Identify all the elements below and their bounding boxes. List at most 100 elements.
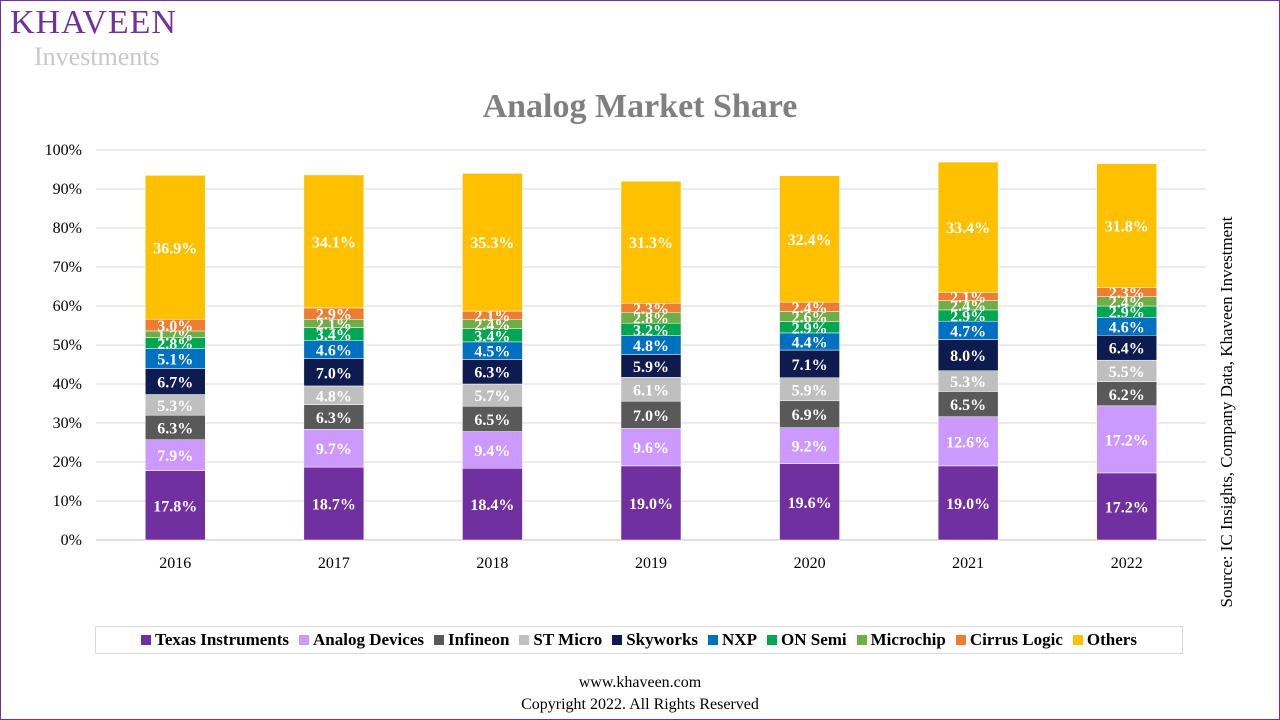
data-label: 2.8% <box>157 336 193 353</box>
legend-label: ST Micro <box>533 630 603 649</box>
data-label: 6.2% <box>1109 387 1145 404</box>
data-label: 2.3% <box>633 301 669 318</box>
bar-segment <box>937 465 999 541</box>
data-label: 4.8% <box>633 338 669 355</box>
bar-segment <box>462 405 523 432</box>
legend-item: Others <box>1072 630 1137 650</box>
data-label: 3.4% <box>474 328 510 345</box>
data-label: 2.4% <box>1109 294 1145 311</box>
legend-swatch <box>766 635 777 645</box>
bar-segment <box>620 400 682 429</box>
data-label: 2.8% <box>633 311 669 328</box>
data-label: 5.7% <box>474 388 510 405</box>
legend-label: Others <box>1086 630 1137 649</box>
legend-label: NXP <box>722 630 757 649</box>
data-label: 4.8% <box>316 388 352 405</box>
data-label: 31.3% <box>629 235 673 252</box>
bar-segment <box>779 400 840 428</box>
legend-swatch <box>434 635 444 645</box>
x-tick-label: 2018 <box>476 555 508 572</box>
bar-segment <box>145 175 206 320</box>
data-label: 1.7% <box>157 327 193 344</box>
bar-segment <box>620 465 682 541</box>
bar-segment <box>937 161 999 293</box>
data-label: 6.3% <box>157 420 193 437</box>
legend-label: Analog Devices <box>313 630 424 649</box>
data-label: 2.9% <box>1109 305 1145 322</box>
data-label: 19.0% <box>629 496 673 513</box>
data-label: 33.4% <box>946 220 990 237</box>
data-label: 6.4% <box>1109 341 1145 358</box>
legend-label: Texas Instruments <box>155 630 290 649</box>
legend-swatch <box>612 635 623 645</box>
data-label: 2.1% <box>950 289 986 306</box>
data-label: 19.6% <box>788 495 832 512</box>
bar-segment <box>303 174 365 309</box>
data-label: 9.2% <box>792 439 828 456</box>
y-tick-label: 40% <box>53 376 82 393</box>
data-label: 2.4% <box>474 317 510 334</box>
data-label: 8.0% <box>950 348 986 365</box>
data-label: 32.4% <box>788 232 832 249</box>
x-tick-label: 2016 <box>159 555 191 572</box>
data-label: 7.9% <box>157 448 193 465</box>
data-label: 3.4% <box>316 327 352 344</box>
data-label: 9.4% <box>474 443 510 460</box>
bar-segment <box>779 463 840 541</box>
bar-segment <box>303 428 365 468</box>
y-tick-label: 70% <box>53 259 82 276</box>
data-label: 2.1% <box>474 308 510 325</box>
legend-item: Microchip <box>856 630 946 650</box>
data-label: 36.9% <box>153 240 197 257</box>
data-label: 17.8% <box>153 498 197 515</box>
data-label: 4.6% <box>316 343 352 360</box>
x-tick-label: 2021 <box>952 555 984 572</box>
data-label: 4.5% <box>474 344 510 361</box>
logo-title: KHAVEEN <box>10 4 177 41</box>
legend-swatch <box>519 635 530 645</box>
data-label: 4.4% <box>792 334 828 351</box>
legend-item: ST Micro <box>519 630 602 650</box>
y-tick-label: 20% <box>53 454 82 471</box>
data-label: 7.1% <box>792 357 828 374</box>
source-note: Source: IC Insights, Company Data, Khave… <box>1217 216 1236 608</box>
data-label: 2.1% <box>316 316 352 333</box>
legend-item: Infineon <box>434 630 509 650</box>
legend-item: ON Semi <box>766 630 847 650</box>
bar-segment <box>145 368 206 395</box>
legend-label: Infineon <box>448 630 510 649</box>
data-label: 6.3% <box>474 365 510 382</box>
legend-item: Cirrus Logic <box>955 630 1063 650</box>
chart-title: Analog Market Share <box>482 88 798 125</box>
footer-url: www.khaveen.com <box>578 674 702 691</box>
bar-segment <box>937 391 999 418</box>
data-label: 3.0% <box>157 318 193 335</box>
legend-label: Skyworks <box>626 630 699 649</box>
data-label: 5.1% <box>157 351 193 368</box>
legend-swatch <box>299 635 310 645</box>
data-label: 17.2% <box>1105 432 1149 449</box>
footer-copyright: Copyright 2022. All Rights Reserved <box>521 696 759 713</box>
data-label: 31.8% <box>1105 219 1149 236</box>
logo-subtitle: Investments <box>34 42 160 71</box>
legend-label: ON Semi <box>780 630 847 649</box>
bar-segment <box>303 404 365 430</box>
bar-segment <box>303 466 365 541</box>
y-tick-label: 0% <box>61 532 82 549</box>
y-tick-label: 50% <box>53 337 82 354</box>
bar-segment <box>462 467 523 541</box>
bar-segment <box>303 358 365 387</box>
data-label: 34.1% <box>312 234 356 251</box>
data-label: 6.9% <box>792 407 828 424</box>
data-label: 2.9% <box>950 309 986 326</box>
bar-segment <box>1096 335 1157 361</box>
y-tick-label: 90% <box>53 181 82 198</box>
bar-segment <box>1096 163 1157 288</box>
legend-item: Texas Instruments <box>141 630 289 650</box>
legend-label: Cirrus Logic <box>969 630 1063 649</box>
legend-swatch <box>141 635 152 645</box>
x-tick-label: 2022 <box>1111 555 1143 572</box>
x-tick-label: 2019 <box>635 555 667 572</box>
data-label: 2.9% <box>792 320 828 337</box>
data-label: 2.3% <box>1109 285 1145 302</box>
